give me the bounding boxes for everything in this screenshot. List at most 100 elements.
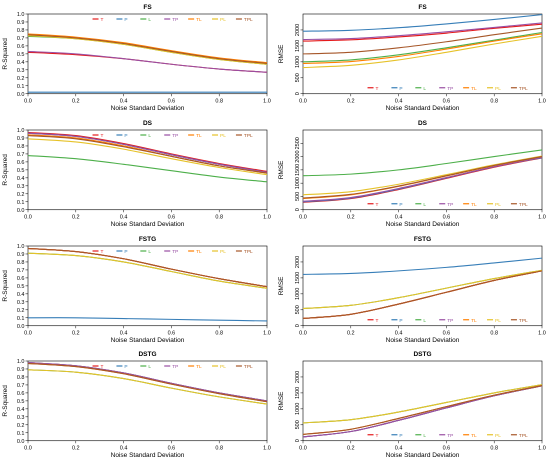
y-tick-label: 1.0 xyxy=(17,128,25,134)
legend-label-pl: PL xyxy=(495,433,501,439)
y-tick-label: 1.0 xyxy=(17,244,25,250)
chart-panel-dstg-rmse: DSTG 0.0 0.2 0.4 0.6 0.8 1.0 0 500 1000 1500 2000 No… xyxy=(278,351,546,459)
x-tick-label: 0.6 xyxy=(168,98,176,104)
series-line-tpl xyxy=(27,247,268,287)
x-tick-label: 1.0 xyxy=(538,98,546,104)
legend-label-tp: TP xyxy=(447,317,453,323)
legend-label-l: L xyxy=(148,133,151,139)
legend-label-tpl: TPL xyxy=(244,133,253,139)
series-line-l xyxy=(302,31,543,63)
legend-label-tp: TP xyxy=(172,364,178,370)
legend-label-tl: TL xyxy=(471,317,477,323)
x-tick-label: 0.8 xyxy=(490,330,498,336)
series-line-pl xyxy=(302,155,543,196)
y-tick-label: 0.4 xyxy=(17,291,25,297)
x-tick-label: 0.4 xyxy=(395,98,403,104)
legend-label-tp: TP xyxy=(447,86,453,92)
x-axis-label: Noise Standard Deviation xyxy=(111,452,185,459)
chart-panel-fs-rmse: FS 0.0 0.2 0.4 0.6 0.8 1.0 0 500 1000 1500 2000 Nois… xyxy=(278,4,546,112)
y-tick-label: 0.9 xyxy=(17,136,25,142)
legend-label-pl: PL xyxy=(495,86,501,92)
x-tick-label: 0.2 xyxy=(347,330,355,336)
x-tick-label: 0.0 xyxy=(299,330,307,336)
x-axis-label: Noise Standard Deviation xyxy=(111,105,185,112)
y-axis-label: R-Squared xyxy=(2,269,9,301)
y-tick-label: 0.1 xyxy=(17,84,25,90)
y-tick-label: 0.0 xyxy=(17,92,25,98)
plot-frame xyxy=(302,245,543,326)
y-tick-label: 0.6 xyxy=(17,160,25,166)
legend-label-tp: TP xyxy=(447,202,453,208)
y-tick-label: 0.8 xyxy=(17,259,25,265)
x-axis-label: Noise Standard Deviation xyxy=(386,221,460,228)
x-tick-label: 0.4 xyxy=(120,330,128,336)
y-tick-label: 0.2 xyxy=(17,423,25,429)
x-tick-label: 1.0 xyxy=(538,330,546,336)
legend-label-t: T xyxy=(376,433,379,439)
y-tick-label: 0.4 xyxy=(17,407,25,413)
legend-label-pl: PL xyxy=(220,364,226,370)
y-tick-label: 500 xyxy=(295,192,301,201)
series-line-tpl xyxy=(27,363,268,403)
chart-panel-fs-rsquared: FS 0.0 0.2 0.4 0.6 0.8 1.0 0.0 0.1 0.2 0.3 0.4 0.5 0.… xyxy=(2,4,271,112)
y-tick-label: 2000 xyxy=(295,150,301,162)
x-tick-label: 0.2 xyxy=(72,98,80,104)
x-tick-label: 0.6 xyxy=(168,214,176,220)
legend-label-tpl: TPL xyxy=(519,86,528,92)
x-tick-label: 0.4 xyxy=(395,446,403,452)
y-tick-label: 0.8 xyxy=(17,144,25,150)
x-tick-label: 0.0 xyxy=(24,446,32,452)
x-tick-label: 1.0 xyxy=(263,214,271,220)
legend-label-tl: TL xyxy=(196,17,202,23)
x-tick-label: 0.4 xyxy=(120,214,128,220)
y-tick-label: 1.0 xyxy=(17,12,25,18)
chart-panel-dstg-rsquared: DSTG 0.0 0.2 0.4 0.6 0.8 1.0 0.0 0.1 0.2 0.3 0.4 0.5… xyxy=(2,351,271,459)
series-line-tp xyxy=(302,22,543,41)
legend-label-tl: TL xyxy=(471,86,477,92)
legend-label-pl: PL xyxy=(220,133,226,139)
y-tick-label: 0.5 xyxy=(17,52,25,58)
y-tick-label: 0.1 xyxy=(17,200,25,206)
y-tick-label: 0.6 xyxy=(17,275,25,281)
series-line-pl xyxy=(27,252,268,289)
y-axis-label: RMSE xyxy=(278,44,285,63)
series-line-p xyxy=(302,14,543,32)
legend-label-tpl: TPL xyxy=(519,433,528,439)
series-line-t xyxy=(302,23,543,42)
legend-label-l: L xyxy=(423,202,426,208)
series-line-tpl xyxy=(302,385,543,436)
series-line-tpl xyxy=(302,155,543,199)
x-tick-label: 0.0 xyxy=(299,446,307,452)
legend-label-p: P xyxy=(124,17,127,23)
x-tick-label: 0.8 xyxy=(215,98,223,104)
plot-frame xyxy=(302,129,543,210)
y-tick-label: 0.0 xyxy=(17,208,25,214)
series-line-pl xyxy=(302,384,543,424)
x-tick-label: 0.6 xyxy=(168,330,176,336)
series-line-tp xyxy=(302,156,543,202)
legend-label-t: T xyxy=(376,202,379,208)
y-tick-label: 2500 xyxy=(295,137,301,149)
x-tick-label: 0.4 xyxy=(120,446,128,452)
y-tick-label: 0.0 xyxy=(17,323,25,329)
series-line-t xyxy=(27,51,268,73)
legend-label-tl: TL xyxy=(196,249,202,255)
y-tick-label: 0.4 xyxy=(17,60,25,66)
chart-panel-ds-rsquared: DS 0.0 0.2 0.4 0.6 0.8 1.0 0.0 0.1 0.2 0.3 0.4 0.5 0.… xyxy=(2,120,271,228)
y-tick-label: 1500 xyxy=(295,40,301,52)
y-tick-label: 0.7 xyxy=(17,383,25,389)
series-line-pl xyxy=(302,35,543,69)
x-axis-label: Noise Standard Deviation xyxy=(386,105,460,112)
y-tick-label: 1000 xyxy=(295,403,301,415)
chart-title: FS xyxy=(143,4,152,11)
x-tick-label: 0.2 xyxy=(72,446,80,452)
legend-label-tl: TL xyxy=(196,364,202,370)
series-line-tp xyxy=(27,50,268,73)
legend-label-t: T xyxy=(101,133,104,139)
y-tick-label: 1000 xyxy=(295,177,301,189)
legend-label-p: P xyxy=(399,86,402,92)
legend-label-l: L xyxy=(423,86,426,92)
x-tick-label: 0.8 xyxy=(490,446,498,452)
x-tick-label: 0.4 xyxy=(395,214,403,220)
